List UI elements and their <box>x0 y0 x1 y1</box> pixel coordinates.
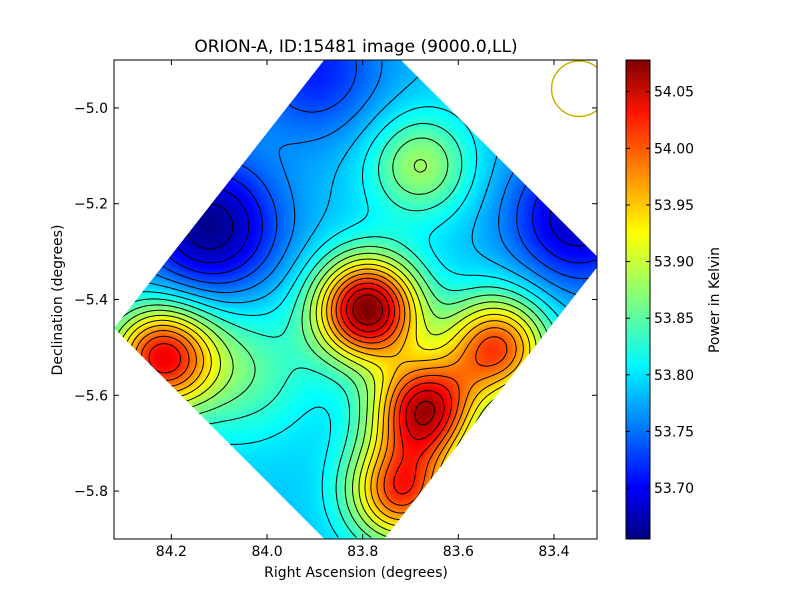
chart-title: ORION-A, ID:15481 image (9000.0,LL) <box>194 37 517 57</box>
colorbar-tick-label: 54.00 <box>654 141 694 157</box>
colorbar-tick-label: 53.95 <box>654 198 694 214</box>
colorbar <box>625 59 651 540</box>
contour-line <box>345 288 445 441</box>
y-tick-label: −5.6 <box>74 388 108 404</box>
colorbar-tick-label: 53.80 <box>654 368 694 384</box>
y-tick-label: −5.0 <box>74 101 108 117</box>
x-axis-label: Right Ascension (degrees) <box>264 565 448 581</box>
x-tick-label: 83.8 <box>347 544 378 560</box>
plot-area <box>114 60 597 539</box>
y-axis: −5.0 −5.2 −5.4 −5.6 −5.8 <box>74 101 597 500</box>
colorbar-tick-label: 53.85 <box>654 311 694 327</box>
x-tick-label: 83.4 <box>538 544 569 560</box>
contour-line <box>134 273 517 514</box>
colorbar-tick-label: 53.70 <box>654 481 694 497</box>
colorbar-label: Power in Kelvin <box>707 247 723 353</box>
y-tick-label: −5.2 <box>74 197 108 213</box>
colorbar-tick-label: 53.90 <box>654 255 694 271</box>
colorbar-tick-label: 53.75 <box>654 424 694 440</box>
x-tick-label: 83.6 <box>443 544 474 560</box>
x-tick-label: 84.2 <box>156 544 187 560</box>
contour-line <box>148 282 453 495</box>
contour-line <box>352 294 435 426</box>
y-axis-label: Declination (degrees) <box>50 225 66 376</box>
y-tick-label: −5.8 <box>74 484 108 500</box>
beam-marker <box>550 60 597 118</box>
y-tick-label: −5.4 <box>74 293 108 309</box>
x-axis: 84.2 84.0 83.8 83.6 83.4 <box>156 60 570 560</box>
colorbar-axis: 53.70 53.75 53.80 53.85 53.90 53.95 54.00 54.05 <box>626 85 694 497</box>
colorbar-tick-label: 54.05 <box>654 85 694 101</box>
x-tick-label: 84.0 <box>251 544 282 560</box>
